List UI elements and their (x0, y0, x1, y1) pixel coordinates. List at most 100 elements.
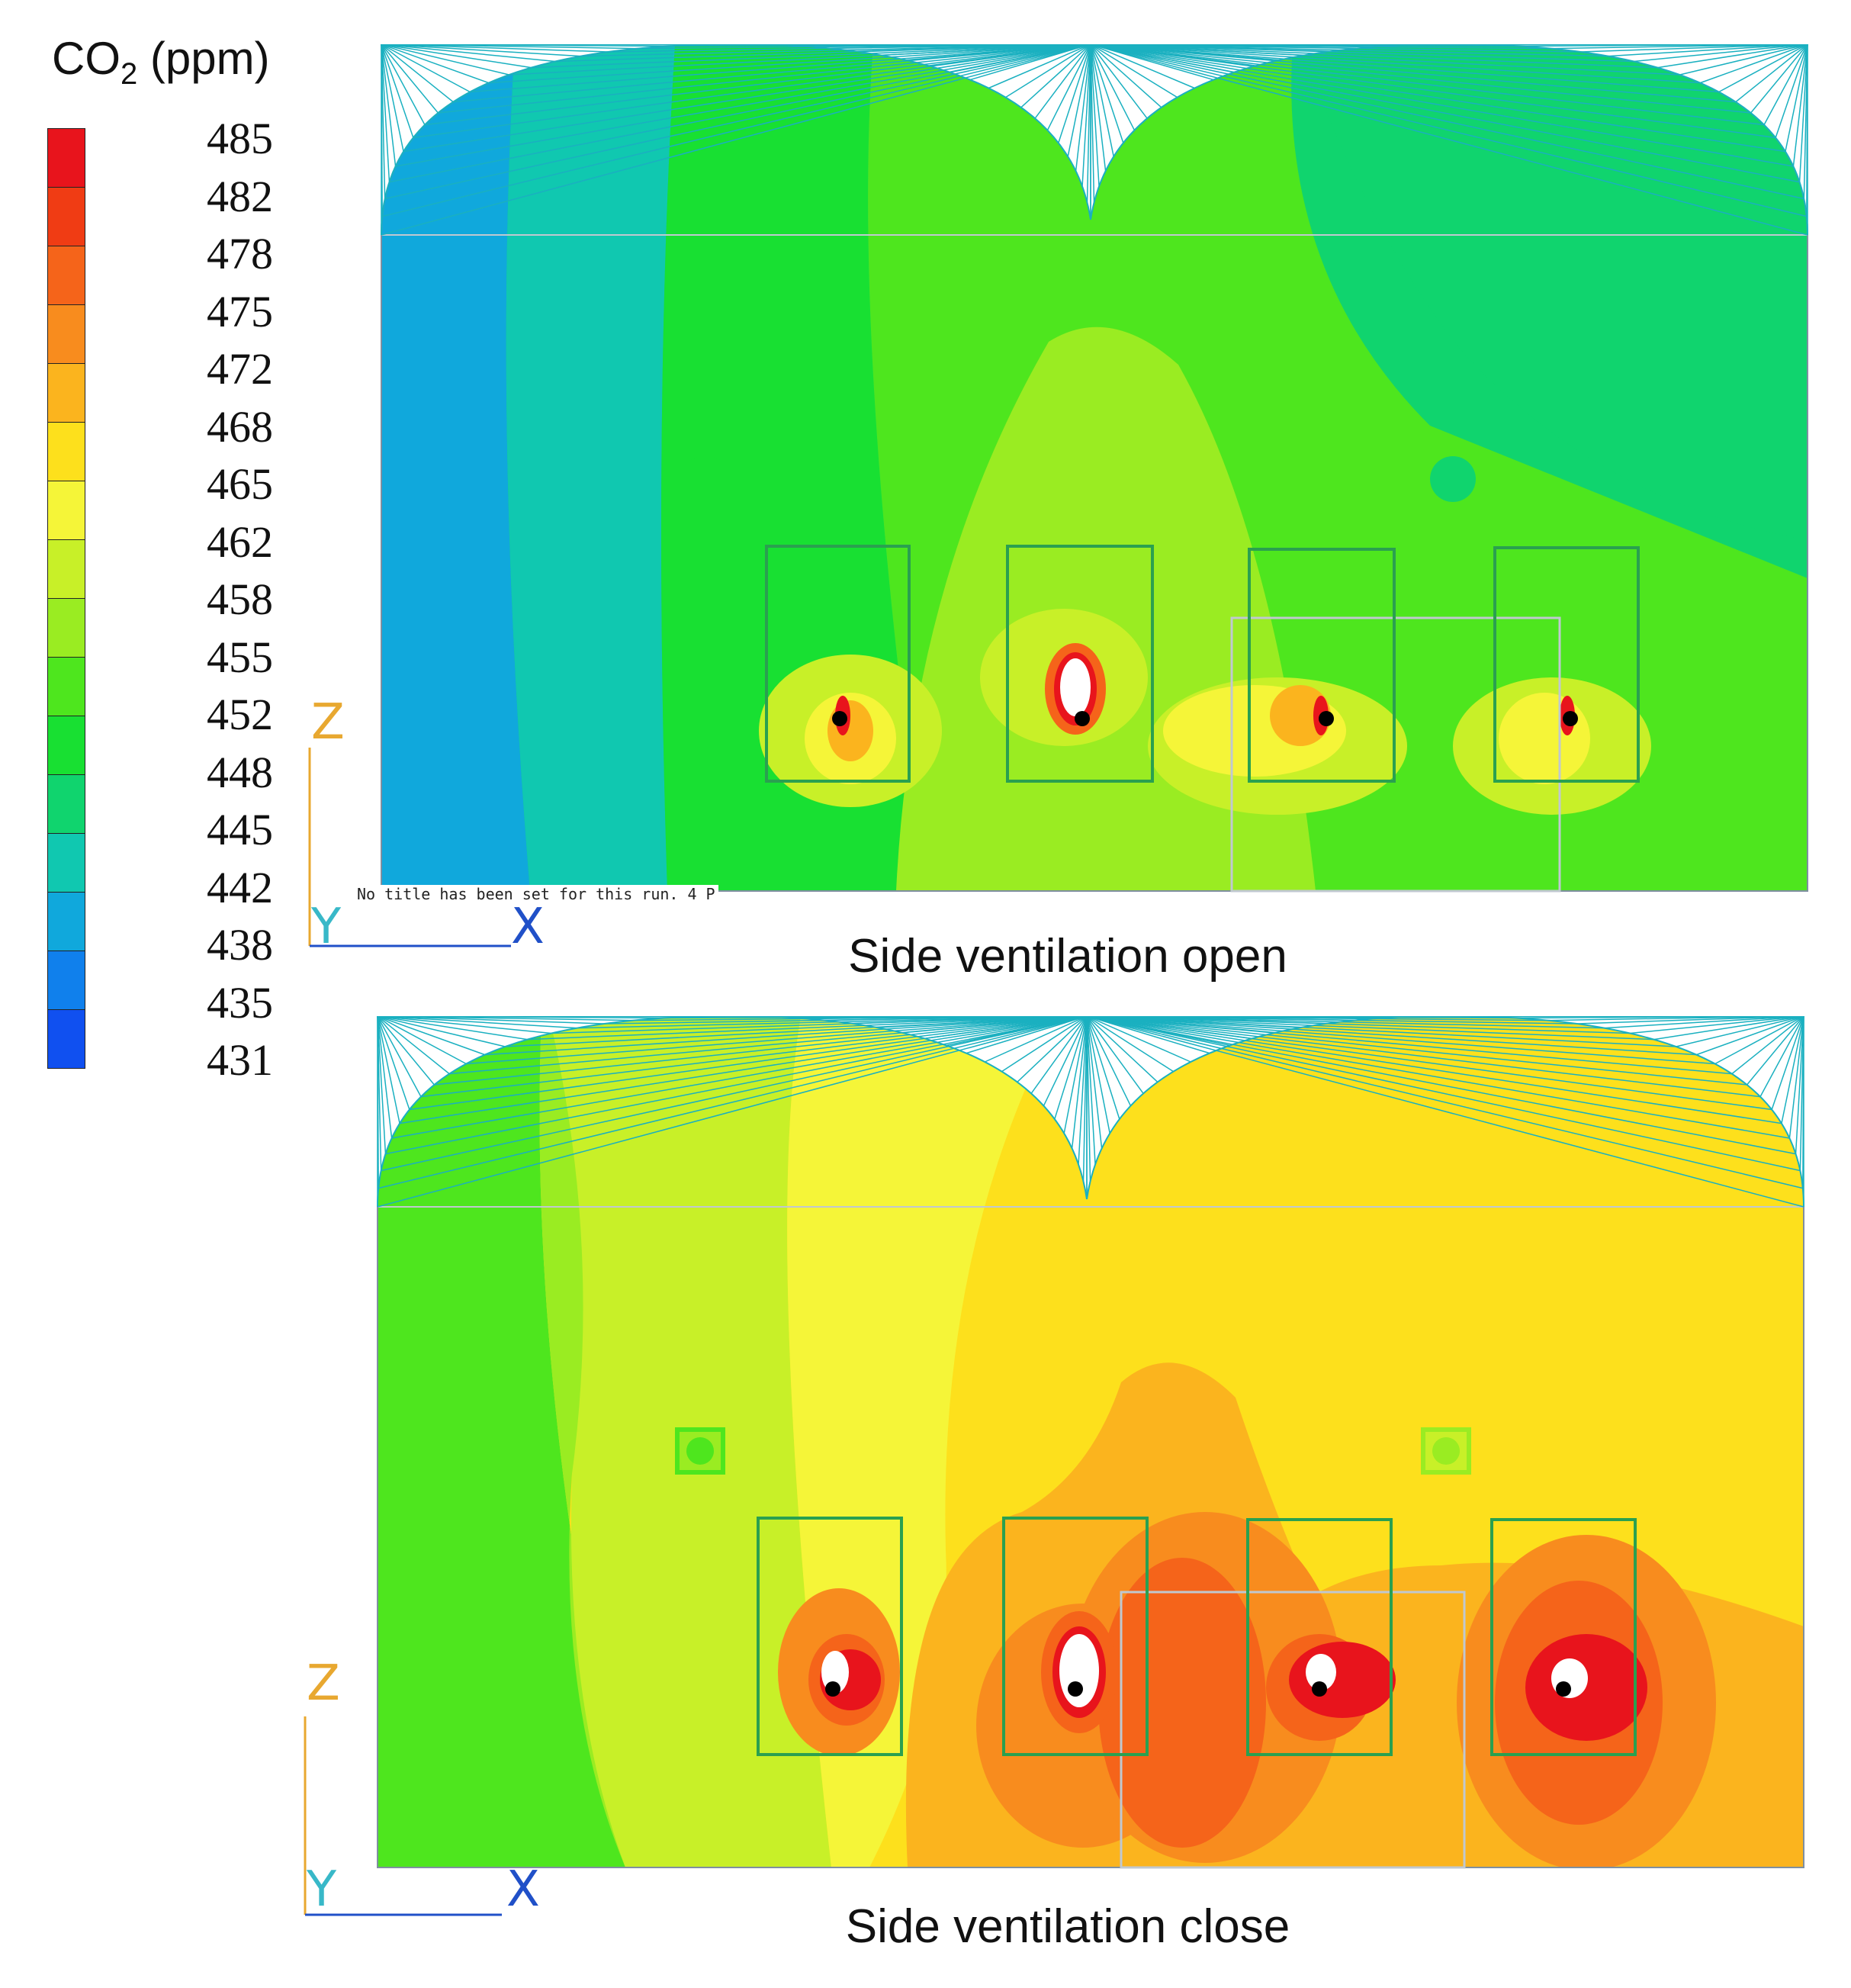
roof-mesh-line (509, 44, 1091, 76)
roof-mesh-line (1086, 1016, 1096, 1165)
roof-mesh-line (1078, 1016, 1088, 1165)
roof-mesh-line (381, 44, 1091, 217)
roof-mesh-line (1634, 44, 1808, 63)
roof-mesh-line (1086, 1016, 1091, 1182)
colorbar-segment (47, 892, 85, 951)
roof-mesh-line (1090, 44, 1107, 172)
roof-mesh-line (1759, 1016, 1804, 1097)
roof-mesh-line (1063, 1016, 1088, 1134)
roof-mesh-line (1005, 44, 1091, 98)
colorbar-tick-label: 472 (207, 344, 273, 394)
roof-mesh-line (1090, 44, 1804, 200)
roof-mesh-line (1086, 1016, 1747, 1086)
roof-mesh-line (1090, 44, 1195, 89)
axis-y-label-close: Y (307, 1861, 337, 1918)
roof-mesh-line (378, 1016, 1088, 1189)
roof-mesh-line (1086, 1016, 1191, 1063)
roof-mesh-line (950, 44, 1091, 73)
axis-z-label-close: Z (307, 1655, 340, 1712)
roof-mesh-line (1090, 44, 1095, 203)
colorbar-segment (47, 481, 85, 539)
colorbar-segment (47, 1009, 85, 1069)
roof-mesh-line (381, 44, 555, 63)
roof-mesh-line (1781, 1016, 1804, 1124)
roof-mesh-line (424, 44, 1091, 126)
roof-mesh-line (527, 1016, 1088, 1041)
colorbar-tick-label: 431 (207, 1035, 273, 1085)
roof-mesh-line (377, 1016, 506, 1047)
colorbar-segment (47, 716, 85, 774)
roof-mesh-line (381, 44, 454, 103)
roof-mesh-line (466, 1016, 1088, 1065)
roof-mesh-line (1067, 44, 1091, 157)
roof-mesh-line (1086, 1016, 1772, 1111)
roof-mesh-line (391, 1016, 1088, 1139)
colorbar-tick-label: 435 (207, 977, 273, 1028)
roof-mesh-line (551, 1016, 1088, 1034)
roof-mesh-line (381, 44, 414, 138)
colorbar-tick-label: 485 (207, 114, 273, 163)
roof-mesh-line (1090, 44, 1332, 52)
roof-mesh-line (1679, 44, 1808, 76)
roof-mesh-line (381, 44, 397, 167)
roof-mesh-line (1086, 1016, 1144, 1094)
roof-mesh-line (381, 44, 509, 76)
roof-mesh-line (377, 1016, 393, 1139)
colorbar-tick-label: 465 (207, 459, 273, 509)
roof-mesh-line (1090, 44, 1776, 139)
roof-mesh-line (1604, 1016, 1804, 1029)
roof-mesh-line (381, 44, 471, 93)
roof-mesh-line (1090, 44, 1136, 131)
roof-mesh-line (470, 44, 1091, 93)
roof-mesh-line (377, 1016, 605, 1025)
colorbar-tick-label: 478 (207, 229, 273, 278)
roof-mesh-line (1001, 1016, 1088, 1073)
roof-mesh-line (438, 44, 1091, 114)
roof-mesh-line (1090, 44, 1719, 93)
roof-mesh-line (1547, 1016, 1804, 1021)
roof-mesh-line (381, 44, 439, 114)
roof-mesh-line (381, 44, 386, 199)
roof-mesh-line (1090, 44, 1794, 167)
legend-title: CO2 (ppm) (52, 33, 270, 91)
roof-mesh-line (1608, 44, 1808, 57)
axis-x-label-close: X (506, 1861, 540, 1918)
roof-mesh-line (377, 1016, 577, 1029)
colorbar-segment (47, 187, 85, 246)
roof-mesh-line (1775, 44, 1808, 138)
roof-mesh-line (1086, 1016, 1761, 1098)
colorbar-segment (47, 951, 85, 1009)
roof-mesh-line (1058, 44, 1091, 143)
roof-mesh-line (1090, 44, 1305, 56)
roof-mesh-line (1030, 1016, 1088, 1094)
roof-mesh-line (1630, 1016, 1804, 1034)
colorbar-tick-label: 468 (207, 401, 273, 452)
roof-mesh-line (381, 44, 581, 57)
colorbar-segment (47, 128, 85, 187)
roof-mesh-line (1700, 44, 1808, 84)
roof-mesh-line (1054, 1016, 1088, 1120)
roof-mesh-line (1676, 1016, 1804, 1047)
roof-mesh-line (1086, 1016, 1801, 1172)
roof-mesh-line (403, 44, 1091, 153)
colorbar-segment (47, 246, 85, 304)
colorbar-segment (47, 363, 85, 422)
roof-mesh-line (1576, 1016, 1804, 1025)
roof-mesh-line (377, 1016, 528, 1041)
roof-mesh-line (384, 44, 1091, 200)
colorbar-tick-label: 455 (207, 632, 273, 682)
colorbar-tick-label: 448 (207, 747, 273, 797)
roof-mesh-line (1086, 1016, 1796, 1155)
roof-mesh-line (1086, 1016, 1804, 1189)
roof-mesh-line (1086, 1016, 1276, 1034)
roof-mesh-line (1090, 44, 1658, 69)
roof-mesh-line (377, 1016, 1088, 1208)
colorbar-tick-label: 475 (207, 286, 273, 336)
colorbar-segment (47, 657, 85, 716)
roof-mesh-line (1795, 1016, 1804, 1154)
roof-mesh-line (1086, 1016, 1804, 1208)
colorbar-tick-label: 458 (207, 574, 273, 624)
roof-mesh-line (1696, 1016, 1804, 1056)
roof-mesh-line (484, 1016, 1088, 1056)
roof-mesh-line (1771, 1016, 1804, 1110)
